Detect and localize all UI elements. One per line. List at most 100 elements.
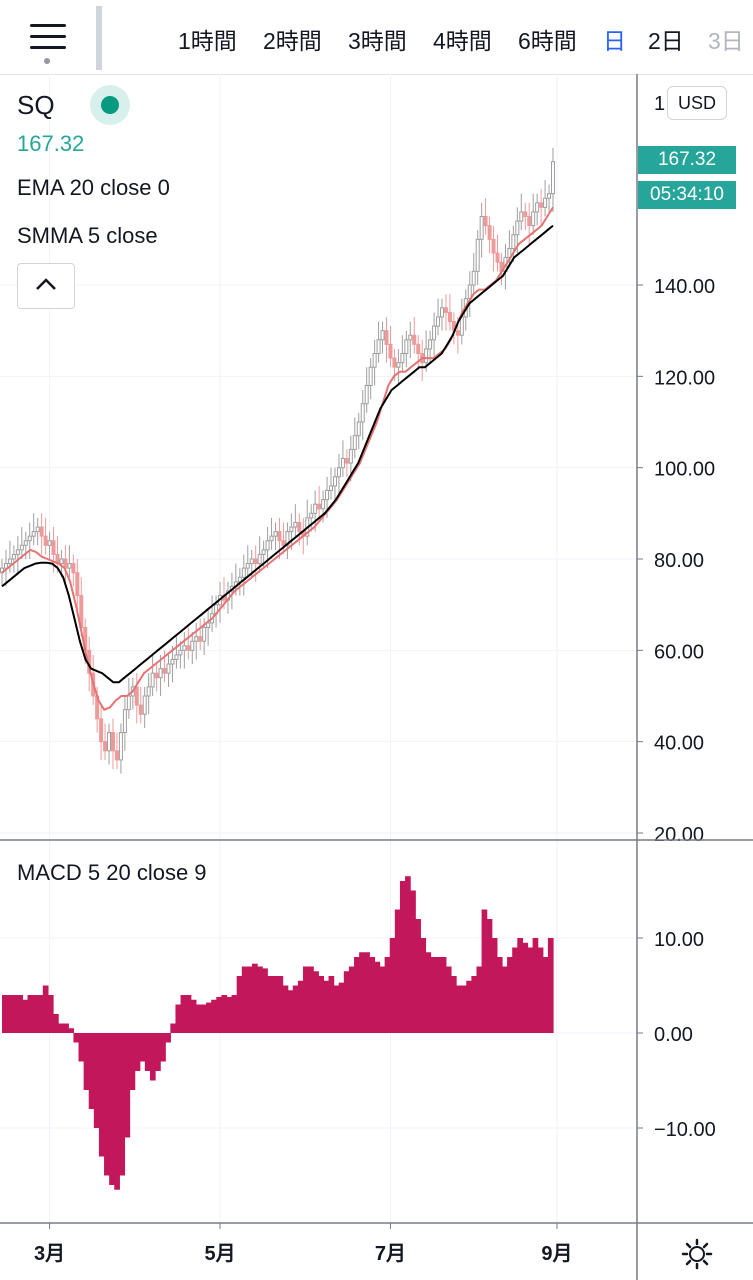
macd-bar <box>491 938 498 1033</box>
candle-body <box>186 645 191 651</box>
menu-button[interactable] <box>0 0 96 74</box>
macd-bar <box>206 1002 212 1033</box>
candle-body <box>154 672 159 679</box>
time-tick-label: 3月 <box>34 1243 65 1265</box>
interval-2d[interactable]: 2日 <box>648 28 684 54</box>
candle-body <box>273 531 278 537</box>
macd-bar <box>318 976 325 1033</box>
symbol-name[interactable]: SQ <box>17 90 55 120</box>
macd-bar <box>17 995 24 1033</box>
macd-bar <box>481 909 488 1033</box>
macd-bar <box>221 995 228 1033</box>
macd-bar <box>308 966 314 1033</box>
ema-legend[interactable]: EMA 20 close 0 <box>17 175 170 200</box>
macd-bar <box>532 938 539 1033</box>
macd-bar <box>160 1033 166 1062</box>
candle-body <box>43 535 48 546</box>
candle-body <box>531 211 536 227</box>
currency-button[interactable]: USD <box>667 86 727 120</box>
candle-body <box>194 636 199 642</box>
candle-body <box>511 234 516 249</box>
candle-body <box>396 362 401 368</box>
interval-3h[interactable]: 3時間 <box>348 28 407 54</box>
macd-bar <box>440 957 447 1033</box>
macd-bar <box>328 976 335 1033</box>
macd-bar <box>190 999 197 1033</box>
interval-1h[interactable]: 1時間 <box>178 28 237 54</box>
candle-body <box>412 334 417 345</box>
macd-bar <box>83 1033 90 1090</box>
macd-bar <box>180 995 187 1033</box>
interval-4h[interactable]: 4時間 <box>433 28 492 54</box>
macd-bar <box>542 957 549 1033</box>
candle-body <box>103 741 108 752</box>
candle-body <box>265 540 270 551</box>
macd-bar <box>343 971 350 1033</box>
macd-bar <box>175 1004 182 1033</box>
macd-bar <box>155 1033 161 1071</box>
candle-body <box>523 211 528 218</box>
macd-legend[interactable]: MACD 5 20 close 9 <box>17 860 207 885</box>
macd-bar <box>185 995 192 1033</box>
candle-body <box>47 540 52 546</box>
macd-bar <box>104 1033 110 1176</box>
candle-body <box>416 343 421 355</box>
macd-tick-label: 0.00 <box>654 1024 693 1046</box>
indicator-lines <box>1 206 554 711</box>
macd-bar <box>37 995 44 1033</box>
candle-body <box>293 521 298 528</box>
candle-body <box>110 732 115 752</box>
candle-body <box>356 421 361 437</box>
market-open-icon[interactable] <box>101 96 119 114</box>
macd-bar <box>109 1033 115 1185</box>
candle-body <box>162 668 167 674</box>
macd-bar <box>53 1014 59 1033</box>
macd-bar <box>287 990 294 1033</box>
macd-bar <box>292 985 299 1033</box>
macd-bar <box>450 976 457 1033</box>
candle-body <box>261 549 266 555</box>
smma-legend[interactable]: SMMA 5 close <box>17 223 158 248</box>
macd-bar <box>415 919 421 1033</box>
candle-body <box>352 435 357 450</box>
macd-bar <box>522 942 529 1033</box>
macd-bar <box>262 968 268 1033</box>
macd-bar <box>12 995 18 1033</box>
candle-body <box>158 668 163 679</box>
macd-bar <box>399 881 406 1033</box>
macd-bar <box>73 1033 80 1043</box>
candle-body <box>59 558 64 565</box>
macd-bar <box>68 1028 75 1033</box>
candle-body <box>479 216 484 240</box>
candle-body <box>249 558 254 565</box>
candle-body <box>432 325 437 341</box>
candle-body <box>495 252 500 263</box>
macd-tick-label: 10.00 <box>654 929 704 951</box>
collapse-legend-button[interactable] <box>17 263 75 309</box>
macd-bar <box>517 938 523 1033</box>
macd-bar <box>93 1033 100 1128</box>
candle-body <box>428 339 433 350</box>
macd-bar <box>149 1033 156 1081</box>
candle-body <box>166 663 171 674</box>
candle-body <box>51 540 56 555</box>
macd-bar <box>27 995 34 1033</box>
interval-6h[interactable]: 6時間 <box>518 28 577 54</box>
interval-1d[interactable]: 日 <box>603 28 626 54</box>
price-tick-label: 140.00 <box>654 276 715 298</box>
candle-body <box>7 558 12 565</box>
macd-bar <box>435 957 442 1033</box>
macd-bar <box>445 966 452 1033</box>
candle-body <box>535 202 540 213</box>
candle-body <box>317 503 322 510</box>
candle-body <box>202 627 207 642</box>
interval-2h[interactable]: 2時間 <box>263 28 322 54</box>
macd-bar <box>338 982 345 1033</box>
settings-icon[interactable] <box>680 1237 714 1271</box>
interval-3d[interactable]: 3日 <box>708 28 744 54</box>
macd-bar <box>537 947 544 1033</box>
candle-body <box>241 567 246 578</box>
candle-body <box>380 330 385 341</box>
candle-body <box>400 353 405 364</box>
macd-bar <box>282 985 289 1033</box>
